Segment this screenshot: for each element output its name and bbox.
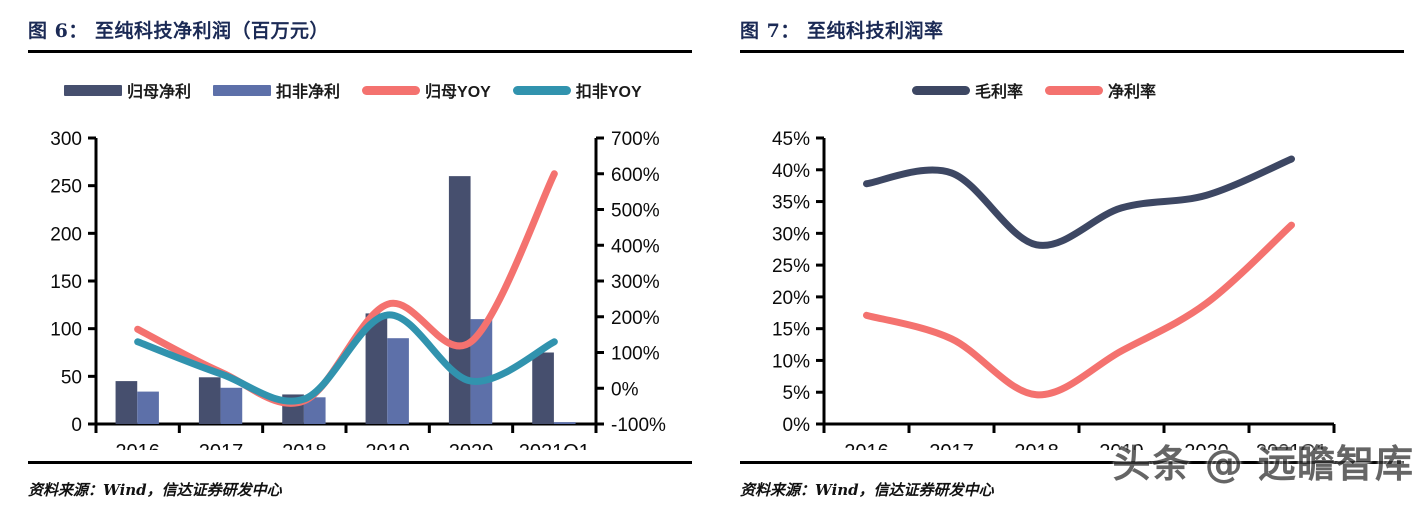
x-tick-label: 2021Q1 bbox=[519, 441, 590, 450]
x-tick-label: 2018 bbox=[1014, 441, 1059, 450]
x-tick-label: 2017 bbox=[929, 441, 974, 450]
y-tick-label-left: 200 bbox=[50, 224, 82, 245]
bar bbox=[198, 377, 221, 424]
bar bbox=[137, 391, 159, 424]
figure-6-bottom-rule bbox=[28, 461, 692, 464]
legend-item-koufei-yoy: 扣非YOY bbox=[512, 78, 642, 102]
x-tick-label: 2021Q1 bbox=[1256, 441, 1327, 450]
legend-label: 归母YOY bbox=[425, 84, 491, 101]
y-tick-label: 45% bbox=[772, 129, 810, 150]
figure-6-source: 资料来源：Wind，信达证券研发中心 bbox=[28, 481, 282, 499]
figure-7-source: 资料来源：Wind，信达证券研发中心 bbox=[740, 481, 994, 499]
legend-swatch-icon bbox=[512, 85, 571, 95]
legend-label: 毛利率 bbox=[975, 84, 1024, 101]
x-tick-label: 2016 bbox=[115, 441, 160, 450]
y-tick-label-left: 150 bbox=[50, 272, 82, 293]
y-tick-label-right: 400% bbox=[611, 236, 660, 257]
figure-7-panel: 图 7： 至纯科技利润率 毛利率 净利率 0% 5% 10% 15% 20% 25% 30%… bbox=[712, 0, 1424, 514]
y-tick-label-left: 250 bbox=[50, 177, 82, 198]
figure-6-chart: 0 50 100 150 200 250 300 -100% 0% 100% 200% 300% 400… bbox=[18, 120, 694, 450]
bar bbox=[553, 422, 576, 424]
y-tick-label: 15% bbox=[772, 320, 810, 341]
y-tick-label-right: 300% bbox=[611, 272, 660, 293]
bar bbox=[220, 387, 243, 424]
data-line bbox=[134, 311, 558, 405]
figure-7-bottom-rule bbox=[740, 461, 1404, 464]
y-tick-label: 25% bbox=[772, 256, 810, 277]
legend-swatch-icon bbox=[362, 85, 421, 95]
y-tick-label-right: 100% bbox=[611, 344, 660, 365]
bar bbox=[115, 381, 138, 424]
legend-item-guimu-yoy: 归母YOY bbox=[362, 78, 491, 102]
x-tick-label: 2020 bbox=[449, 441, 494, 450]
bar bbox=[470, 319, 493, 424]
figure-6-top-rule bbox=[28, 50, 692, 53]
legend-swatch-icon bbox=[64, 84, 122, 96]
margin-chart-svg: 0% 5% 10% 15% 20% 25% 30% 35% 40% 45% 2016 2017 2018… bbox=[772, 129, 1336, 450]
y-tick-label-left: 0 bbox=[71, 415, 82, 436]
y-tick-label-right: 600% bbox=[611, 165, 660, 186]
figure-7-legend: 毛利率 净利率 bbox=[912, 78, 1156, 102]
x-tick-label: 2019 bbox=[1099, 441, 1144, 450]
y-tick-label-left: 300 bbox=[50, 129, 82, 150]
figure-7-title: 图 7： 至纯科技利润率 bbox=[740, 20, 944, 42]
figure-6-title: 图 6： 至纯科技净利润（百万元） bbox=[28, 20, 329, 42]
x-tick-label: 2019 bbox=[365, 441, 410, 450]
chart-body: 0 50 100 150 200 250 300 -100% 0% 100% 200% 300% 400… bbox=[50, 129, 666, 450]
legend-item-guimu-jingli: 归母净利 bbox=[64, 78, 191, 102]
y-tick-label-right: 200% bbox=[611, 308, 660, 329]
bar bbox=[448, 176, 471, 424]
y-tick-label: 0% bbox=[783, 415, 811, 436]
data-line bbox=[863, 155, 1295, 249]
y-tick-label-right: 700% bbox=[611, 129, 660, 150]
legend-label: 扣非净利 bbox=[276, 84, 341, 101]
bar bbox=[303, 397, 326, 424]
legend-item-koufei-jingli: 扣非净利 bbox=[213, 78, 340, 102]
legend-swatch-icon bbox=[1045, 85, 1104, 95]
y-tick-label-right: 0% bbox=[611, 379, 639, 400]
bar bbox=[387, 338, 409, 424]
y-tick-label: 40% bbox=[772, 161, 810, 182]
y-tick-label-right: -100% bbox=[611, 415, 666, 436]
legend-item-jinglilv: 净利率 bbox=[1045, 78, 1156, 102]
figure-6-legend: 归母净利 扣非净利 归母YOY 扣非YOY bbox=[64, 78, 642, 102]
x-tick-label: 2017 bbox=[199, 441, 244, 450]
legend-swatch-icon bbox=[912, 85, 970, 95]
y-tick-label-left: 50 bbox=[61, 367, 82, 388]
y-tick-label-right: 500% bbox=[611, 201, 660, 222]
legend-item-maolilv: 毛利率 bbox=[912, 78, 1023, 102]
y-tick-label: 35% bbox=[772, 193, 810, 214]
x-tick-label: 2018 bbox=[282, 441, 327, 450]
bar bbox=[532, 352, 554, 424]
legend-swatch-icon bbox=[213, 84, 272, 96]
bar bbox=[365, 313, 388, 424]
legend-label: 归母净利 bbox=[127, 84, 192, 101]
y-tick-label: 20% bbox=[772, 288, 810, 309]
figure-7-chart: 0% 5% 10% 15% 20% 25% 30% 35% 40% 45% 2016 2017 2018… bbox=[724, 120, 1404, 450]
figure-7-top-rule bbox=[740, 50, 1404, 53]
data-line bbox=[863, 221, 1295, 399]
y-tick-label: 30% bbox=[772, 224, 810, 245]
legend-label: 扣非YOY bbox=[575, 84, 642, 101]
chart-body: 0% 5% 10% 15% 20% 25% 30% 35% 40% 45% 2016 2017 2018… bbox=[772, 129, 1336, 450]
net-profit-chart-svg: 0 50 100 150 200 250 300 -100% 0% 100% 200% 300% 400… bbox=[50, 129, 666, 450]
figure-6-panel: 图 6： 至纯科技净利润（百万元） 归母净利 扣非净利 归母YOY 扣非YOY … bbox=[18, 20, 694, 499]
x-tick-label: 2016 bbox=[844, 441, 889, 450]
y-tick-label: 10% bbox=[772, 351, 810, 372]
x-tick-label: 2020 bbox=[1184, 441, 1229, 450]
y-tick-label: 5% bbox=[783, 383, 811, 404]
y-tick-label-left: 100 bbox=[50, 320, 82, 341]
legend-label: 净利率 bbox=[1108, 84, 1157, 101]
